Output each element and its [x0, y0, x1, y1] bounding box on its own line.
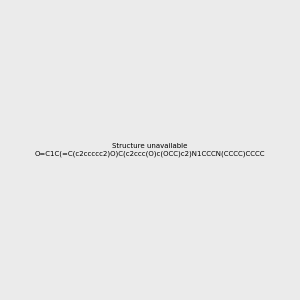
Text: Structure unavailable
O=C1C(=C(c2ccccc2)O)C(c2ccc(O)c(OCC)c2)N1CCCN(CCCC)CCCC: Structure unavailable O=C1C(=C(c2ccccc2)… — [35, 143, 265, 157]
